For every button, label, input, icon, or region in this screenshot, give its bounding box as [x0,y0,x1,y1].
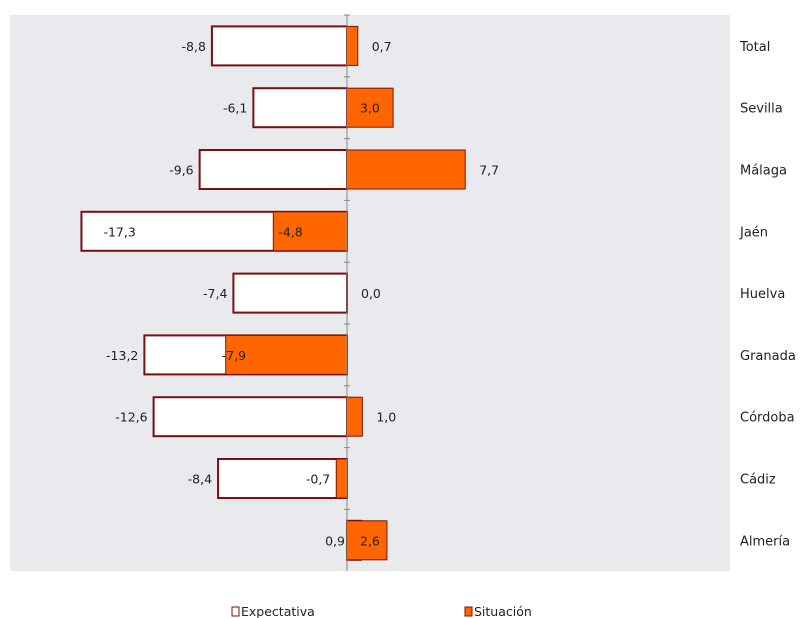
category-label-cordoba: Córdoba [740,411,795,426]
axis-ticks [344,14,350,510]
category-label-huelva: Huelva [740,287,785,302]
value-label-situacion-cordoba: 1,0 [376,410,396,425]
value-label-expectativa-granada: -13,2 [106,348,138,363]
category-labels: Total Sevilla Málaga Jaén Huelva Granada Córdo… [739,40,796,549]
value-label-situacion-malaga: 7,7 [479,163,499,178]
value-label-expectativa-total: -8,8 [182,39,206,54]
category-label-cadiz: Cádiz [740,473,776,488]
bar-situacion-granada [225,334,348,375]
value-label-situacion-jaen: -4,8 [278,224,302,239]
bar-situacion-almeria [346,520,388,561]
value-label-expectativa-almeria: 0,9 [325,533,345,548]
bar-expectativa-cordoba [152,396,348,438]
value-label-situacion-granada: -7,9 [222,348,246,363]
value-label-situacion-total: 0,7 [372,39,392,54]
category-label-total: Total [739,40,770,55]
legend-label-situacion: Situación [474,604,532,618]
bar-expectativa-total [210,25,348,67]
value-label-expectativa-huelva: -7,4 [203,286,227,301]
value-label-situacion-almeria: 2,6 [360,533,380,548]
bar-situacion-total [346,25,359,66]
category-label-granada: Granada [740,349,796,364]
value-label-expectativa-cordoba: -12,6 [115,410,147,425]
category-label-malaga: Málaga [740,164,787,179]
bar-situacion-cordoba [346,396,363,437]
bar-expectativa-cadiz [217,458,348,499]
legend: Expectativa Situación [231,604,532,618]
value-label-expectativa-jaen: -17,3 [103,224,135,239]
bar-expectativa-huelva [232,272,348,314]
value-labels: -8,8 0,7 -6,1 3,0 -9,6 7,7 -17,3 -4,8 -7,4 0,0 -13… [103,39,499,548]
situacion-bars [225,25,466,561]
value-label-expectativa-sevilla: -6,1 [223,101,247,116]
category-label-sevilla: Sevilla [740,102,783,117]
value-label-situacion-cadiz: -0,7 [306,472,330,487]
bar-expectativa-sevilla [252,87,349,129]
bar-situacion-malaga [346,149,466,190]
bar-situacion-cadiz [335,458,348,499]
value-label-situacion-huelva: 0,0 [361,286,381,301]
bar-situacion-jaen [272,211,348,252]
value-label-situacion-sevilla: 3,0 [360,101,380,116]
bar-situacion-sevilla [346,87,394,128]
legend-label-expectativa: Expectativa [241,604,315,618]
legend-swatch-expectativa [231,606,240,617]
bar-expectativa-malaga [198,149,348,190]
value-label-expectativa-malaga: -9,6 [169,163,193,178]
category-label-jaen: Jaén [739,225,768,240]
value-label-expectativa-cadiz: -8,4 [188,472,212,487]
category-label-almeria: Almería [740,534,790,549]
legend-swatch-situacion [464,606,473,617]
